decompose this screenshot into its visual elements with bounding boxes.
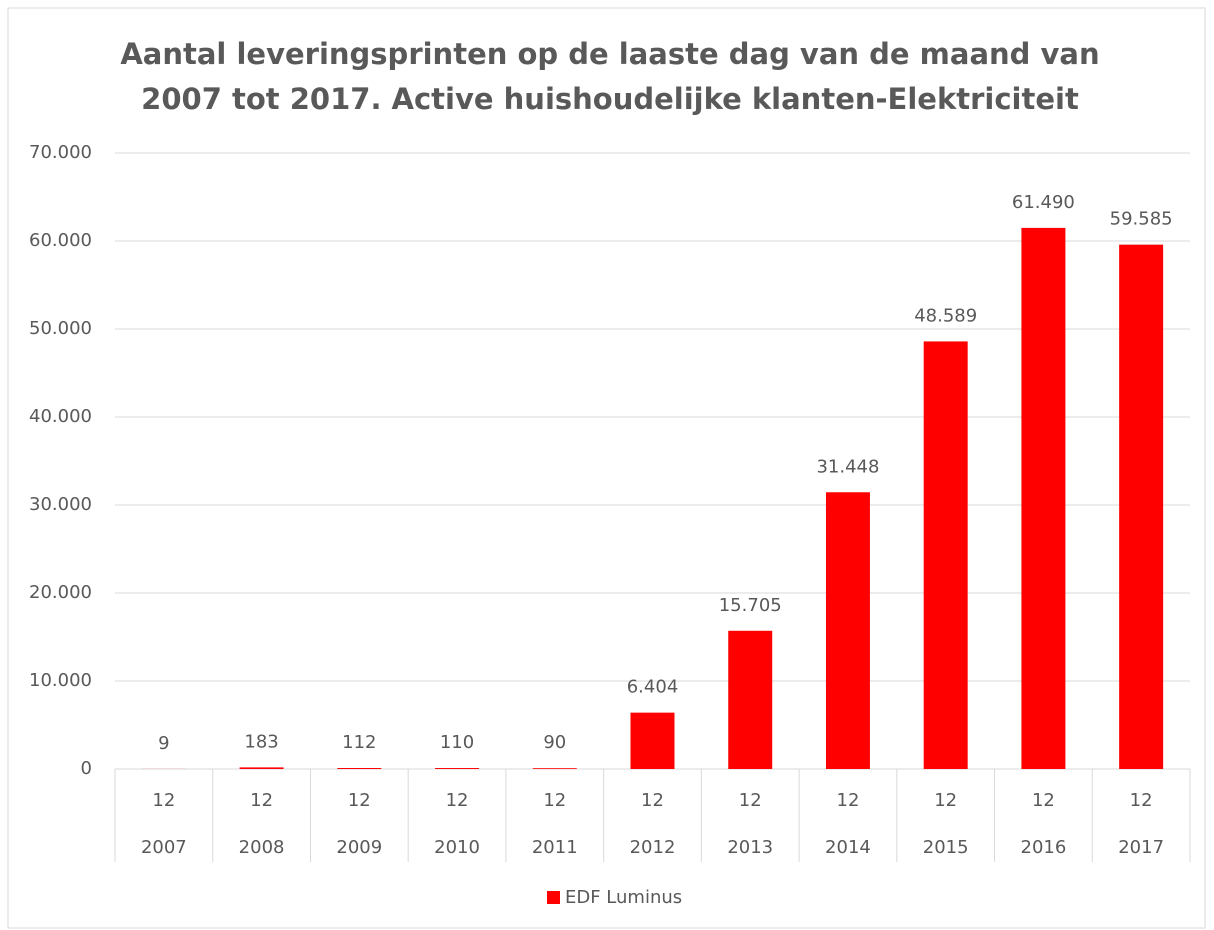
data-label: 6.404 — [627, 677, 679, 698]
x-group-label: 2011 — [532, 837, 578, 858]
data-label: 15.705 — [719, 595, 782, 616]
data-label: 112 — [342, 732, 376, 753]
y-tick-label: 60.000 — [29, 230, 92, 251]
x-tick-label: 12 — [543, 790, 566, 811]
bar — [532, 768, 577, 769]
x-group-label: 2015 — [923, 837, 969, 858]
y-tick-label: 70.000 — [29, 142, 92, 163]
bar — [923, 341, 968, 769]
bar — [435, 768, 480, 769]
x-tick-label: 12 — [837, 790, 860, 811]
x-group-label: 2013 — [727, 837, 773, 858]
bar — [239, 767, 284, 769]
bar — [1021, 227, 1066, 769]
chart-border — [7, 7, 1206, 929]
chart-title: Aantal leveringsprinten op de laaste dag… — [120, 37, 1099, 71]
chart-title: 2007 tot 2017. Active huishoudelijke kla… — [141, 82, 1079, 116]
x-group-label: 2008 — [239, 837, 285, 858]
legend-swatch — [547, 891, 560, 904]
x-tick-label: 12 — [1032, 790, 1055, 811]
x-group-label: 2016 — [1021, 837, 1067, 858]
data-label: 110 — [440, 732, 474, 753]
x-tick-label: 12 — [250, 790, 273, 811]
x-tick-label: 12 — [641, 790, 664, 811]
data-label: 90 — [543, 732, 566, 753]
y-tick-label: 30.000 — [29, 494, 92, 515]
data-label: 61.490 — [1012, 192, 1075, 213]
bar — [1119, 244, 1164, 770]
x-group-label: 2010 — [434, 837, 480, 858]
x-tick-label: 12 — [1130, 790, 1153, 811]
x-group-label: 2012 — [630, 837, 676, 858]
bar — [825, 492, 870, 769]
bar — [630, 712, 675, 769]
bar — [337, 768, 382, 769]
x-tick-label: 12 — [152, 790, 175, 811]
x-group-label: 2007 — [141, 837, 187, 858]
x-group-label: 2017 — [1118, 837, 1164, 858]
y-tick-label: 10.000 — [29, 670, 92, 691]
data-label: 48.589 — [914, 305, 977, 326]
data-label: 9 — [158, 733, 169, 754]
y-tick-label: 50.000 — [29, 318, 92, 339]
x-tick-label: 12 — [446, 790, 469, 811]
data-label: 183 — [244, 731, 278, 752]
data-label: 31.448 — [816, 456, 879, 477]
y-tick-label: 40.000 — [29, 406, 92, 427]
x-group-label: 2009 — [336, 837, 382, 858]
x-tick-label: 12 — [934, 790, 957, 811]
x-group-label: 2014 — [825, 837, 871, 858]
y-tick-label: 20.000 — [29, 582, 92, 603]
bar — [728, 630, 773, 769]
x-tick-label: 12 — [348, 790, 371, 811]
x-tick-label: 12 — [739, 790, 762, 811]
data-label: 59.585 — [1110, 209, 1173, 230]
legend-label: EDF Luminus — [565, 887, 682, 908]
y-tick-label: 0 — [81, 758, 92, 779]
